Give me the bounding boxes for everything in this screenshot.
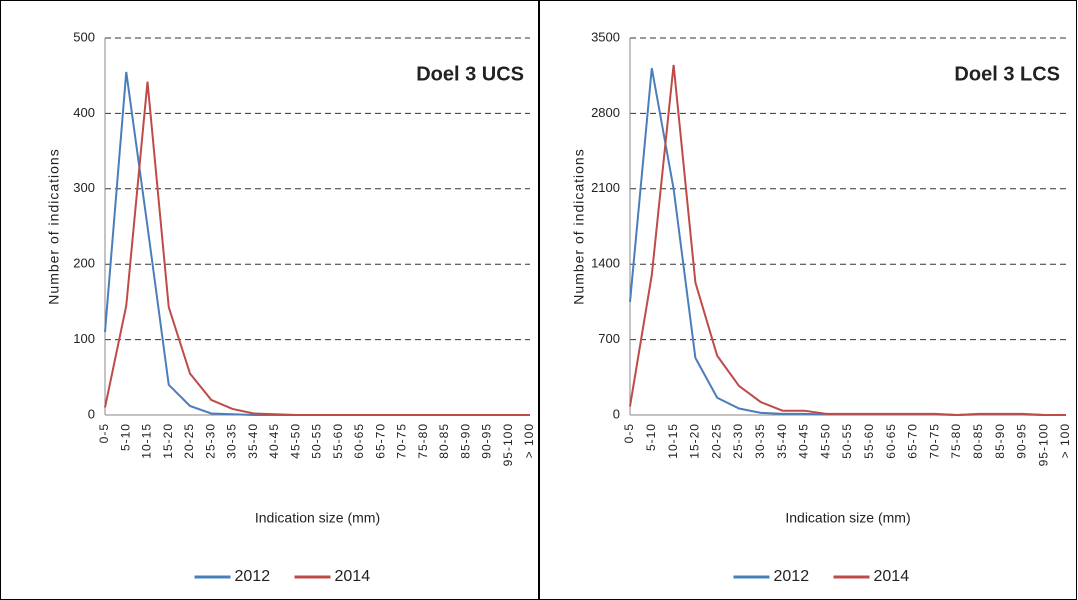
x-tick-label: 60-65 [352,423,366,459]
x-tick-label: 85-90 [458,423,472,459]
y-tick-label: 700 [598,331,620,346]
legend-label: 2012 [774,568,810,585]
x-tick-label: 65-70 [373,423,387,459]
y-tick-label: 300 [73,180,95,195]
x-tick-label: 50-55 [310,423,324,459]
x-axis-label: Indication size (mm) [785,510,910,526]
x-tick-label: 70-75 [927,423,941,459]
y-tick-label: 3500 [591,29,620,44]
x-tick-label: 5-10 [118,423,132,451]
x-axis-label: Indication size (mm) [255,510,380,526]
data-line [104,81,530,416]
x-tick-label: 90-95 [480,423,494,459]
y-tick-label: 2800 [591,105,620,120]
y-axis-label: Number of indications [46,148,62,304]
x-tick-label: 20-25 [709,423,723,459]
x-tick-label: 45-50 [288,423,302,459]
x-tick-label: 95-100 [501,423,515,466]
x-tick-label: 25-30 [203,423,217,459]
x-tick-label: 80-85 [437,423,451,459]
y-tick-label: 100 [73,331,95,346]
x-tick-label: 30-35 [753,423,767,459]
x-tick-label: 30-35 [225,423,239,459]
data-line [629,64,1066,417]
x-tick-label: 75-80 [416,423,430,459]
x-tick-label: 45-50 [818,423,832,459]
y-tick-label: 400 [73,105,95,120]
chart-title: Doel 3 LCS [954,63,1060,85]
y-axis-label: Number of indications [571,148,587,304]
x-tick-label: 0-5 [97,423,111,443]
x-tick-label: 95-100 [1036,423,1050,466]
x-tick-label: > 100 [522,423,536,458]
y-tick-label: 0 [88,406,95,421]
x-tick-label: 10-15 [666,423,680,459]
x-tick-label: 80-85 [971,423,985,459]
y-tick-label: 200 [73,256,95,271]
y-tick-label: 2100 [591,180,620,195]
x-tick-label: 0-5 [622,423,636,443]
x-tick-label: 35-40 [246,423,260,459]
x-tick-label: 40-45 [797,423,811,459]
chart-title: Doel 3 UCS [416,63,524,85]
legend-label: 2014 [874,568,910,585]
x-tick-label: 65-70 [906,423,920,459]
x-tick-label: 55-60 [331,423,345,459]
data-line [104,71,530,416]
legend-label: 2014 [335,568,371,585]
x-tick-label: 60-65 [884,423,898,459]
x-tick-label: 75-80 [949,423,963,459]
x-tick-label: 55-60 [862,423,876,459]
x-tick-label: 50-55 [840,423,854,459]
x-tick-label: 90-95 [1015,423,1029,459]
legend-label: 2012 [235,568,271,585]
x-tick-label: 25-30 [731,423,745,459]
x-tick-label: 5-10 [644,423,658,451]
x-tick-label: 15-20 [161,423,175,459]
x-tick-label: 15-20 [688,423,702,459]
x-tick-label: 10-15 [140,423,154,459]
x-tick-label: 35-40 [775,423,789,459]
y-tick-label: 500 [73,29,95,44]
x-tick-label: 40-45 [267,423,281,459]
x-tick-label: 70-75 [395,423,409,459]
data-line [629,67,1066,417]
x-tick-label: 85-90 [993,423,1007,459]
y-tick-label: 1400 [591,256,620,271]
x-tick-label: 20-25 [182,423,196,459]
x-tick-label: > 100 [1058,423,1072,458]
y-tick-label: 0 [613,406,620,421]
